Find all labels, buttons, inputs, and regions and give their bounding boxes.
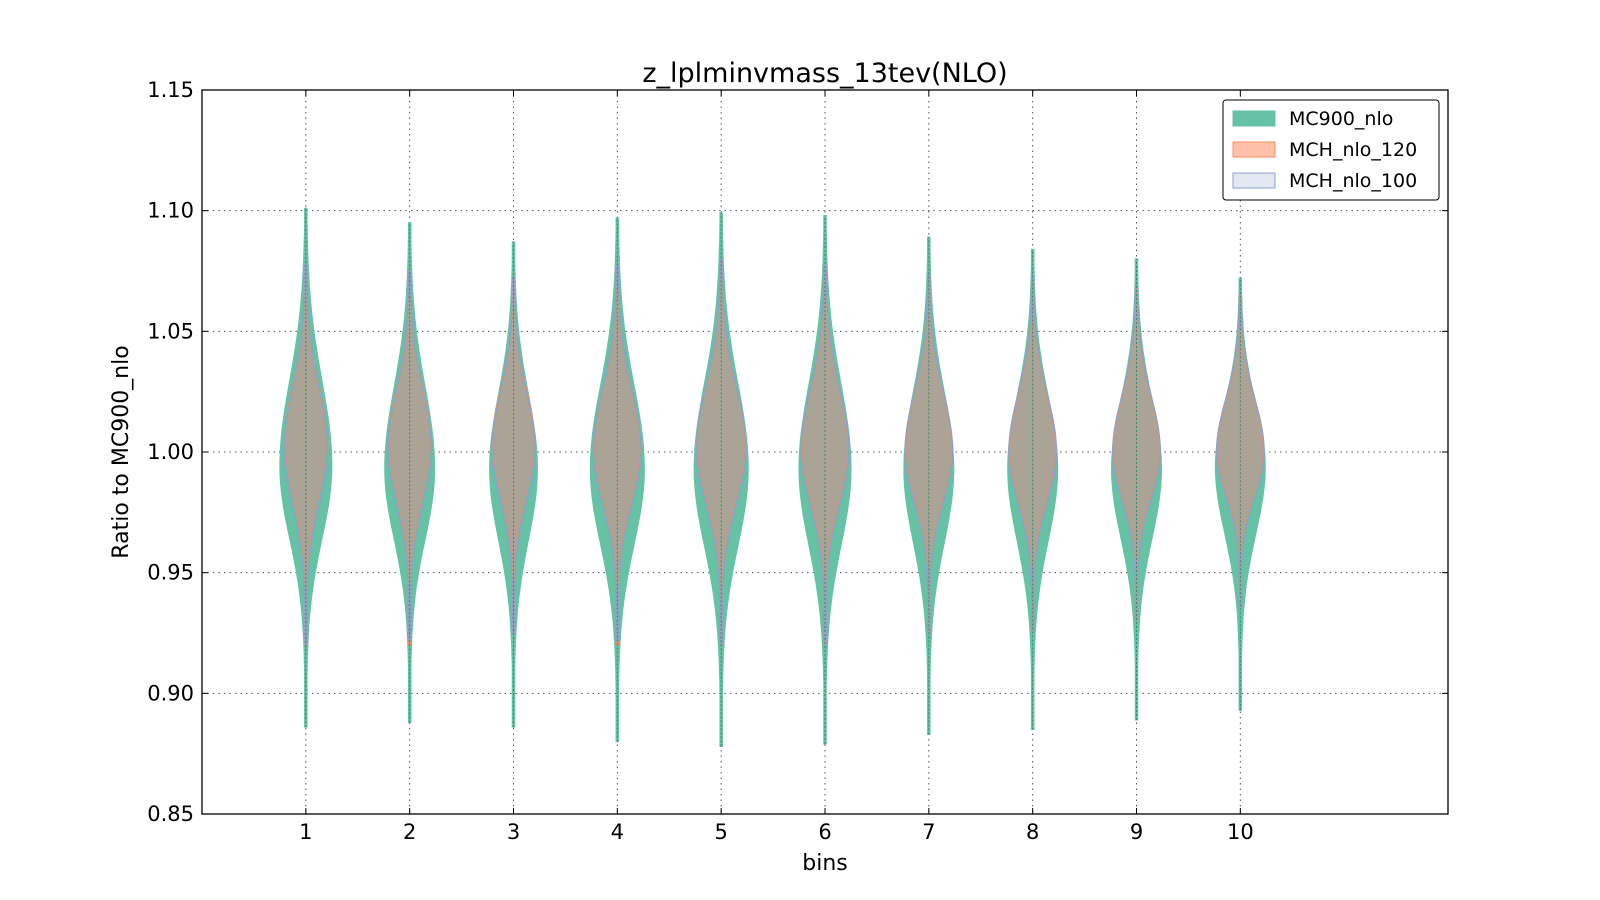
- legend-label: MCH_nlo_100: [1289, 170, 1417, 192]
- x-axis-ticks: 1 2 3 4 5 6 7 8 9 10: [299, 90, 1254, 844]
- median-lines: [305, 208, 1241, 747]
- x-tick-label: 4: [611, 820, 624, 844]
- x-tick-label: 8: [1026, 820, 1039, 844]
- y-axis-title: Ratio to MC900_nlo: [109, 345, 134, 558]
- legend-label: MC900_nlo: [1289, 108, 1393, 130]
- x-tick-label: 9: [1130, 820, 1143, 844]
- y-tick-label: 1.10: [147, 199, 194, 223]
- violins: [279, 207, 1266, 747]
- x-axis-title: bins: [802, 851, 847, 876]
- y-axis-ticks: 0.85 0.90 0.95 1.00 1.05 1.10 1.15: [147, 78, 1448, 826]
- violin-MCH_nlo_120-bin-10: [1216, 294, 1264, 610]
- y-tick-label: 1.00: [147, 440, 194, 464]
- violin-MCH_nlo_100-bin-5: [695, 258, 747, 646]
- y-tick-label: 1.15: [147, 78, 194, 102]
- x-tick-label: 7: [922, 820, 935, 844]
- x-tick-label: 3: [507, 820, 520, 844]
- violin-MCH_nlo_100-bin-3: [491, 277, 536, 634]
- violin-MCH_nlo_120-bin-5: [696, 263, 746, 646]
- legend-swatch: [1232, 172, 1276, 189]
- violin-MCH_nlo_100-bin-2: [387, 270, 433, 641]
- x-tick-label: 1: [299, 820, 312, 844]
- y-tick-label: 1.05: [147, 319, 194, 343]
- legend-swatch: [1232, 141, 1276, 158]
- x-tick-label: 6: [818, 820, 831, 844]
- x-tick-label: 2: [403, 820, 416, 844]
- y-tick-label: 0.85: [147, 802, 194, 826]
- violin-MCH_nlo_120-bin-4: [593, 270, 641, 646]
- y-tick-label: 0.95: [147, 561, 194, 585]
- chart-title: z_lplminvmass_13tev(NLO): [642, 58, 1007, 89]
- legend-box: [1222, 99, 1440, 201]
- x-tick-label: 5: [714, 820, 727, 844]
- legend-label: MCH_nlo_120: [1289, 139, 1417, 161]
- violin-MCH_nlo_120-bin-8: [1009, 282, 1057, 634]
- legend-swatch: [1232, 110, 1276, 127]
- legend: MC900_nlo MCH_nlo_120 MCH_nlo_100: [1222, 99, 1440, 201]
- y-tick-label: 0.90: [147, 681, 194, 705]
- x-tick-label: 10: [1227, 820, 1254, 844]
